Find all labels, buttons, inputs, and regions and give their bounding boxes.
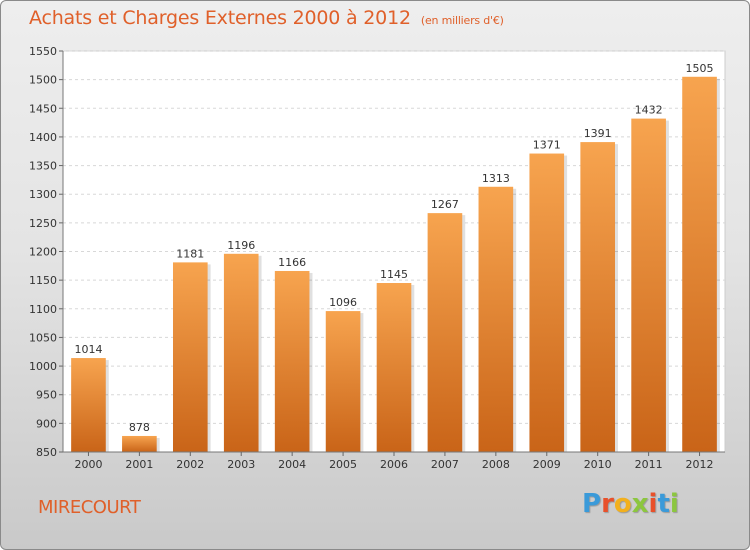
y-tick-label: 1100 [29,303,57,316]
logo-letter: r [601,489,614,519]
logo-letter: x [631,489,649,519]
bar-value-label: 1505 [686,62,714,75]
bar-value-label: 1391 [584,127,612,140]
y-tick-label: 1050 [29,331,57,344]
proxiti-logo: Proxiti [582,489,679,519]
y-tick-label: 1350 [29,160,57,173]
bar-value-label: 878 [129,421,150,434]
bar-value-label: 1014 [74,343,102,356]
bar [631,118,666,453]
logo-letter: i [669,489,679,519]
x-tick-label: 2005 [329,458,357,471]
bar-value-label: 1371 [533,139,561,152]
x-tick-label: 2003 [227,458,255,471]
bar [274,270,310,452]
bar-value-label: 1096 [329,296,357,309]
logo-letter: o [613,489,632,519]
logo-letter: P [582,489,602,519]
y-tick-label: 1500 [29,74,57,87]
x-tick-label: 2001 [125,458,153,471]
bar-value-label: 1145 [380,268,408,281]
x-tick-label: 2006 [380,458,408,471]
bar [122,435,157,452]
bar [529,153,565,452]
bar-value-label: 1166 [278,256,306,269]
bar [376,283,412,452]
city-name: MIRECOURT [38,497,141,518]
chart-unit-label: (en milliers d'€) [420,14,504,27]
bar [71,358,106,452]
y-tick-label: 850 [36,446,57,459]
y-tick-label: 1200 [29,246,57,259]
y-tick-label: 1450 [29,102,57,115]
bar-value-label: 1267 [431,198,459,211]
x-tick-label: 2011 [635,458,663,471]
y-tick-label: 1000 [29,360,57,373]
bar-value-label: 1432 [635,104,663,117]
bar [682,76,717,453]
bar-value-label: 1196 [227,239,255,252]
bar [580,142,616,452]
logo-letter: i [648,489,658,519]
logo-letter: t [657,489,670,519]
y-tick-label: 950 [36,389,57,402]
x-tick-label: 2000 [74,458,102,471]
y-tick-label: 1550 [29,45,57,58]
x-tick-label: 2009 [533,458,561,471]
bar [325,311,361,452]
x-tick-label: 2007 [431,458,459,471]
y-tick-label: 900 [36,417,57,430]
y-tick-label: 1400 [29,131,57,144]
chart-title-text: Achats et Charges Externes 2000 à 2012 [29,7,411,29]
y-tick-label: 1150 [29,274,57,287]
bar-value-label: 1181 [176,247,204,260]
bar [427,213,463,452]
y-tick-label: 1250 [29,217,57,230]
x-tick-label: 2012 [686,458,714,471]
bar [478,186,514,452]
bar-value-label: 1313 [482,172,510,185]
chart-title: Achats et Charges Externes 2000 à 2012 (e… [29,7,504,29]
x-tick-label: 2008 [482,458,510,471]
x-tick-label: 2002 [176,458,204,471]
y-tick-label: 1300 [29,188,57,201]
x-tick-label: 2004 [278,458,306,471]
x-tick-label: 2010 [584,458,612,471]
bar [172,262,208,452]
bar [223,253,259,452]
